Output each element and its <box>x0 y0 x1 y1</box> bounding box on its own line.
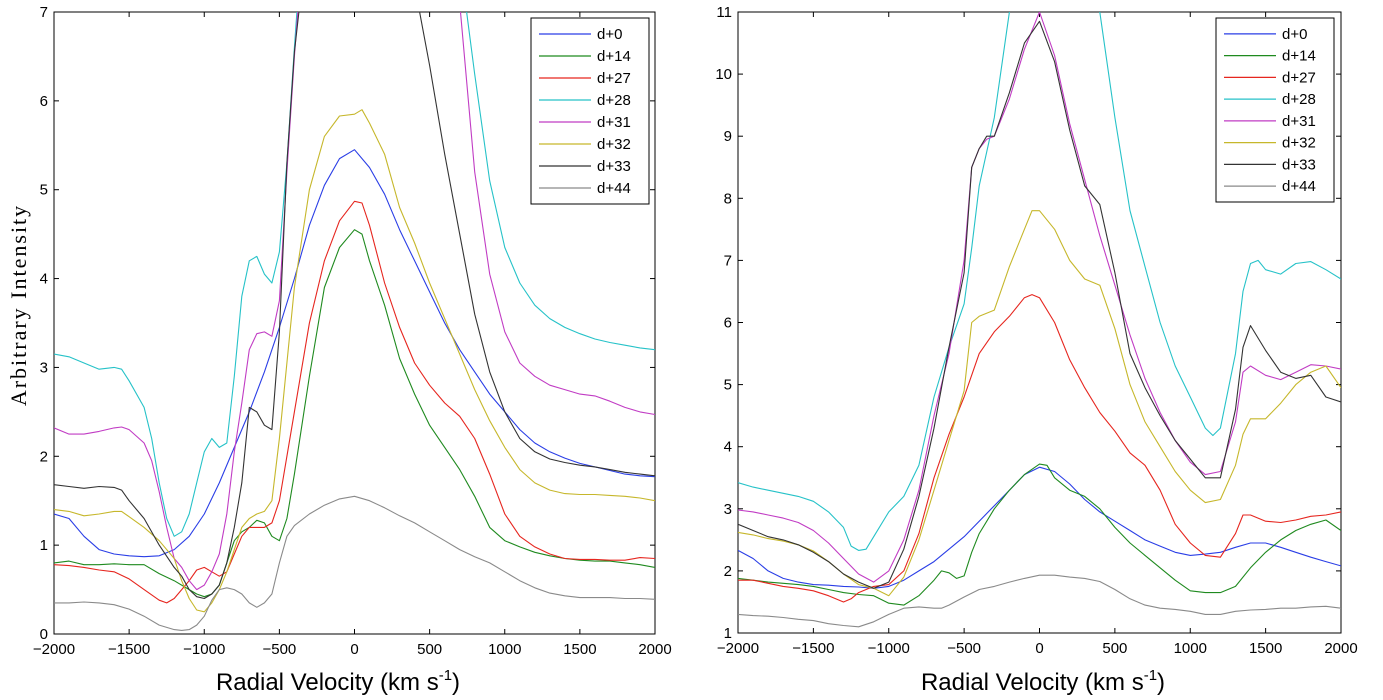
left-chart: −2000 −1500 −1000 −500 0 500 1000 1500 2000 0 1 2 3… <box>6 4 672 696</box>
y-tick-label: 9 <box>724 128 732 145</box>
x-tick-label: 1500 <box>563 641 596 658</box>
legend: d+0 d+14 d+27 d+28 d+31 d+32 d+33 d+44 <box>530 17 650 205</box>
x-tick-label: 1000 <box>1174 640 1207 657</box>
x-tick-label: −1500 <box>108 641 150 658</box>
legend-label: d+31 <box>1282 113 1316 130</box>
y-tick-label: 11 <box>716 4 732 21</box>
x-tick-label: 2000 <box>1324 640 1357 657</box>
y-tick-label: 3 <box>724 501 732 518</box>
legend-label: d+28 <box>597 92 631 109</box>
series-line-d-plus-14 <box>54 229 655 598</box>
legend-label: d+32 <box>1282 135 1316 152</box>
legend-label: d+44 <box>1282 178 1316 195</box>
x-tick-label: −500 <box>947 640 981 657</box>
series-line-d-plus-44 <box>738 574 1341 628</box>
series-line-d-plus-27 <box>54 200 655 604</box>
y-tick-label: 8 <box>724 190 732 207</box>
series-lines <box>54 12 655 631</box>
series-line-d-plus-0 <box>738 466 1341 589</box>
x-tick-label: 0 <box>1035 640 1043 657</box>
legend-label: d+31 <box>597 114 631 131</box>
y-tick-label: 6 <box>724 315 732 332</box>
series-line-d-plus-27 <box>738 294 1341 603</box>
x-tick-label: 2000 <box>638 641 671 658</box>
legend-label: d+0 <box>1282 26 1307 43</box>
y-tick-label: 2 <box>40 448 48 465</box>
y-tick-label: 6 <box>40 93 48 110</box>
y-tick-label: 1 <box>724 625 732 642</box>
x-tick-label: 500 <box>1102 640 1127 657</box>
series-line-d-plus-31 <box>54 12 655 591</box>
legend-label: d+33 <box>597 158 631 175</box>
x-tick-label: 1000 <box>488 641 521 658</box>
x-tick-label: 500 <box>417 641 442 658</box>
y-tick-label: 5 <box>40 182 48 199</box>
legend-label: d+14 <box>597 48 631 65</box>
legend-label: d+44 <box>597 180 631 197</box>
series-line-d-plus-28 <box>54 12 655 537</box>
x-axis-label: Radial Velocity (km s-1) <box>216 667 460 696</box>
x-tick-label: −1000 <box>183 641 225 658</box>
y-axis-label: Arbitrary Intensity <box>6 204 31 406</box>
series-lines <box>738 12 1341 628</box>
x-tick-label: 1500 <box>1249 640 1282 657</box>
legend-label: d+14 <box>1282 48 1316 65</box>
y-tick-label: 3 <box>40 359 48 376</box>
series-line-d-plus-44 <box>54 495 655 631</box>
legend-box <box>1215 17 1335 203</box>
series-line-d-plus-14 <box>738 463 1341 606</box>
right-chart: −2000 −1500 −1000 −500 0 500 1000 1500 2000 1 2 3 4… <box>715 4 1358 696</box>
y-tick-label: 4 <box>40 271 48 288</box>
y-tick-label: 7 <box>724 252 732 269</box>
series-line-d-plus-33 <box>54 12 655 600</box>
legend-label: d+32 <box>597 136 631 153</box>
x-tick-label: −500 <box>262 641 296 658</box>
legend-label: d+27 <box>1282 69 1316 86</box>
legend: d+0 d+14 d+27 d+28 d+31 d+32 d+33 d+44 <box>1215 17 1335 203</box>
series-line-d-plus-32 <box>54 109 655 613</box>
series-line-d-plus-0 <box>54 149 655 558</box>
x-tick-label: −2000 <box>33 641 75 658</box>
y-tick-label: 5 <box>724 377 732 394</box>
y-tick-label: 4 <box>724 439 732 456</box>
y-tick-label: 1 <box>40 537 48 554</box>
series-line-d-plus-31 <box>738 12 1341 583</box>
x-tick-label: −1500 <box>792 640 834 657</box>
y-tick-label: 10 <box>715 66 732 83</box>
legend-label: d+27 <box>597 70 631 87</box>
x-axis-label: Radial Velocity (km s-1) <box>921 667 1165 696</box>
legend-label: d+0 <box>597 26 622 43</box>
x-tick-label: 0 <box>350 641 358 658</box>
legend-label: d+28 <box>1282 91 1316 108</box>
x-tick-label: −2000 <box>717 640 759 657</box>
y-axis-ticks: 1 2 3 4 5 6 7 8 9 10 11 <box>715 4 1341 642</box>
x-tick-label: −1000 <box>868 640 910 657</box>
y-tick-label: 2 <box>724 563 732 580</box>
legend-box <box>530 17 650 205</box>
x-axis-ticks: −2000 −1500 −1000 −500 0 500 1000 1500 2000 <box>33 12 672 658</box>
x-axis-ticks: −2000 −1500 −1000 −500 0 500 1000 1500 2000 <box>717 12 1358 657</box>
legend-label: d+33 <box>1282 156 1316 173</box>
y-tick-label: 0 <box>40 626 48 643</box>
series-line-d-plus-28 <box>738 12 1341 551</box>
series-line-d-plus-33 <box>738 20 1341 589</box>
y-tick-label: 7 <box>40 4 48 21</box>
y-axis-ticks: 0 1 2 3 4 5 6 7 <box>40 4 655 643</box>
